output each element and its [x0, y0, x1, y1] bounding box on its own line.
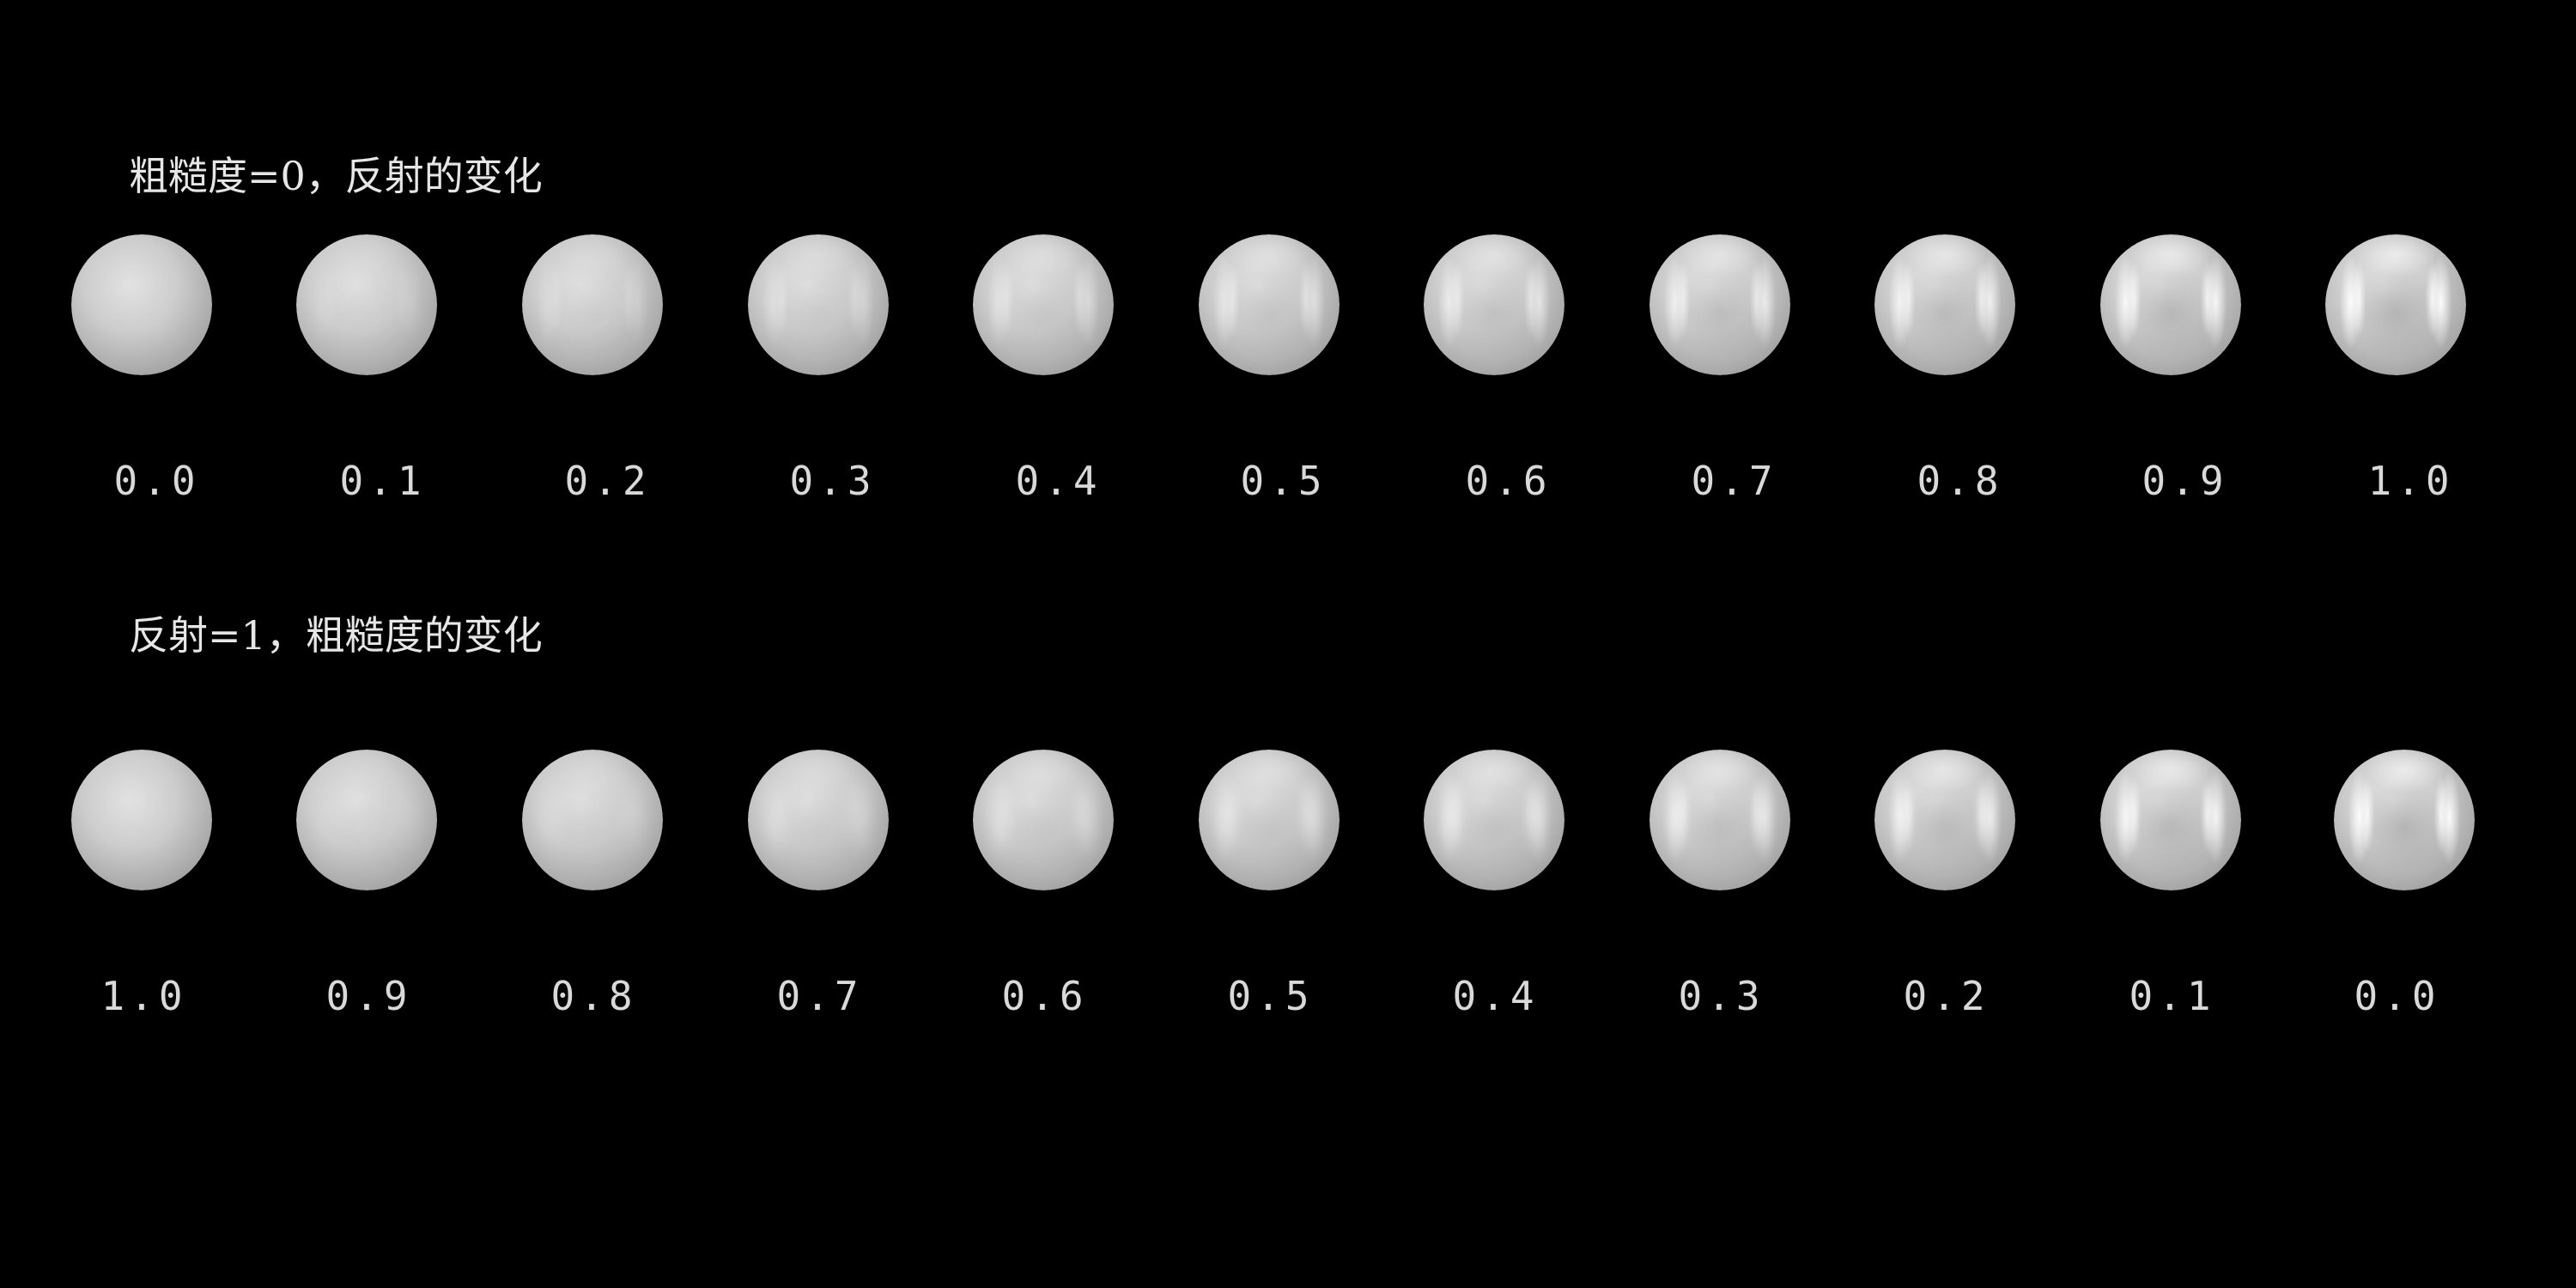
sphere-row-roughness [0, 743, 2576, 897]
material-sphere [1199, 234, 1340, 375]
sphere-reflection-highlight [748, 234, 889, 375]
sphere-value-label: 0.2 [1903, 973, 1990, 1019]
sphere-value-label: 1.0 [100, 973, 188, 1019]
section-title-roughness: 反射=1，粗糙度的变化 [129, 612, 543, 659]
sphere-value-label: 1.0 [2367, 458, 2455, 504]
sphere-reflection-highlight [2334, 750, 2475, 890]
material-sphere [1424, 750, 1564, 890]
sphere-reflection-highlight [973, 750, 1114, 890]
material-sphere [296, 750, 437, 890]
sphere-value-label: 0.9 [2142, 458, 2229, 504]
sphere-reflection-highlight [748, 750, 889, 890]
material-sphere [1874, 750, 2015, 890]
sphere-value-label: 0.3 [789, 458, 877, 504]
sphere-value-label: 0.0 [113, 458, 201, 504]
sphere-value-label: 0.8 [550, 973, 638, 1019]
material-sphere [1199, 750, 1340, 890]
material-sphere [522, 234, 663, 375]
sphere-value-label: 0.5 [1227, 973, 1315, 1019]
sphere-diffuse [748, 234, 889, 375]
sphere-reflection-highlight [296, 234, 437, 375]
sphere-reflection-highlight [1424, 750, 1564, 890]
sphere-value-label: 0.2 [564, 458, 652, 504]
sphere-value-label: 0.7 [1691, 458, 1778, 504]
sphere-value-label: 0.4 [1452, 973, 1540, 1019]
sphere-diffuse [522, 750, 663, 890]
material-sphere [973, 234, 1114, 375]
material-sphere [71, 234, 212, 375]
material-sphere [522, 750, 663, 890]
sphere-reflection-highlight [1199, 234, 1340, 375]
sphere-reflection-highlight [1424, 234, 1564, 375]
sphere-reflection-highlight [1649, 234, 1790, 375]
sphere-value-label: 0.6 [1001, 973, 1089, 1019]
material-sphere [2100, 234, 2241, 375]
sphere-value-label: 0.4 [1015, 458, 1103, 504]
material-sphere [2100, 750, 2241, 890]
material-sphere [296, 234, 437, 375]
sphere-diffuse [1199, 234, 1340, 375]
section-title-reflection: 粗糙度=0，反射的变化 [129, 153, 543, 199]
sphere-reflection-highlight [522, 234, 663, 375]
material-sphere [1874, 234, 2015, 375]
sphere-value-label: 0.5 [1240, 458, 1327, 504]
sphere-reflection-highlight [973, 234, 1114, 375]
sphere-reflection-highlight [1199, 750, 1340, 890]
sphere-diffuse [296, 234, 437, 375]
material-sphere [748, 750, 889, 890]
material-sphere [973, 750, 1114, 890]
sphere-value-label: 0.0 [2354, 973, 2441, 1019]
material-sphere [1424, 234, 1564, 375]
sphere-value-label: 0.8 [1917, 458, 2004, 504]
sphere-diffuse [1199, 750, 1340, 890]
sphere-reflection-highlight [2100, 234, 2241, 375]
sphere-reflection-highlight [1874, 750, 2015, 890]
sphere-reflection-highlight [296, 750, 437, 890]
material-sphere [1649, 234, 1790, 375]
sphere-value-label: 0.1 [2129, 973, 2216, 1019]
sphere-diffuse [973, 234, 1114, 375]
sphere-reflection-highlight [522, 750, 663, 890]
sphere-diffuse [71, 234, 212, 375]
sphere-reflection-highlight [1874, 234, 2015, 375]
sphere-reflection-highlight [2100, 750, 2241, 890]
sphere-diffuse [71, 750, 212, 890]
sphere-reflection-highlight [2325, 234, 2466, 375]
material-sphere [2325, 234, 2466, 375]
sphere-value-label: 0.3 [1678, 973, 1765, 1019]
sphere-value-label: 0.1 [339, 458, 427, 504]
sphere-diffuse [973, 750, 1114, 890]
sphere-value-label: 0.6 [1465, 458, 1552, 504]
sphere-value-label: 0.9 [325, 973, 413, 1019]
sphere-diffuse [522, 234, 663, 375]
sphere-reflection-highlight [1649, 750, 1790, 890]
material-sphere [2334, 750, 2475, 890]
label-row-reflection: 0.0 0.1 0.2 0.3 0.4 0.5 0.6 0.7 0.8 0.9 1.0 [0, 458, 2576, 509]
sphere-diffuse [296, 750, 437, 890]
label-row-roughness: 1.0 0.9 0.8 0.7 0.6 0.5 0.4 0.3 0.2 0.1 0.0 [0, 973, 2576, 1024]
material-sphere [71, 750, 212, 890]
sphere-row-reflection [0, 228, 2576, 382]
material-sphere [748, 234, 889, 375]
sphere-value-label: 0.7 [776, 973, 864, 1019]
sphere-diffuse [748, 750, 889, 890]
material-sphere [1649, 750, 1790, 890]
